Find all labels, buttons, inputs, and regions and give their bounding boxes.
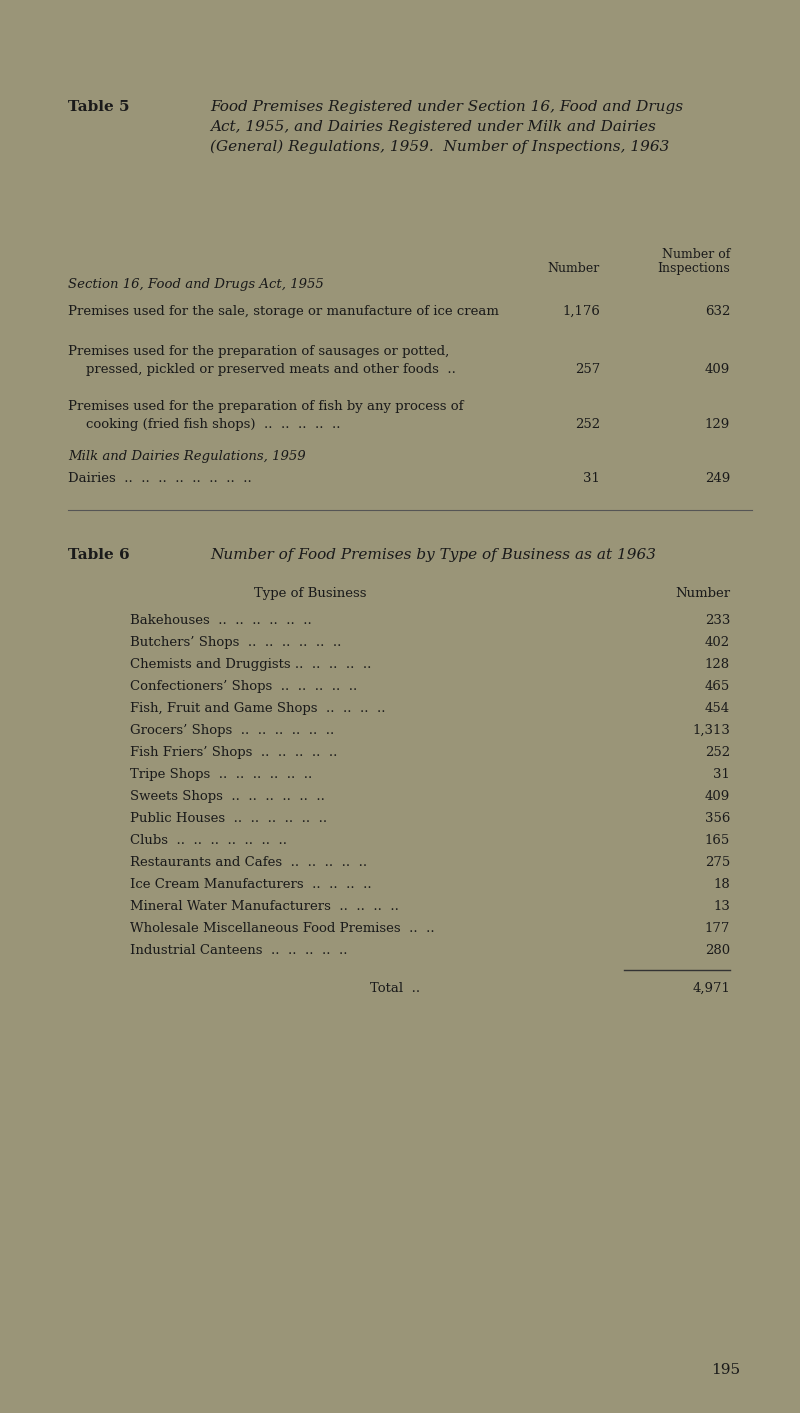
Text: Clubs  ..  ..  ..  ..  ..  ..  ..: Clubs .. .. .. .. .. .. .. bbox=[130, 834, 287, 846]
Text: 129: 129 bbox=[705, 418, 730, 431]
Text: 233: 233 bbox=[705, 615, 730, 627]
Text: 356: 356 bbox=[705, 812, 730, 825]
Text: 252: 252 bbox=[705, 746, 730, 759]
Text: 275: 275 bbox=[705, 856, 730, 869]
Text: 1,176: 1,176 bbox=[562, 305, 600, 318]
Text: 257: 257 bbox=[574, 363, 600, 376]
Text: Wholesale Miscellaneous Food Premises  ..  ..: Wholesale Miscellaneous Food Premises ..… bbox=[130, 923, 434, 935]
Text: Premises used for the preparation of fish by any process of: Premises used for the preparation of fis… bbox=[68, 400, 463, 413]
Text: 128: 128 bbox=[705, 658, 730, 671]
Text: 31: 31 bbox=[583, 472, 600, 485]
Text: Type of Business: Type of Business bbox=[254, 586, 366, 601]
Text: 409: 409 bbox=[705, 363, 730, 376]
Text: Table 5: Table 5 bbox=[68, 100, 130, 114]
Text: Section 16, Food and Drugs Act, 1955: Section 16, Food and Drugs Act, 1955 bbox=[68, 278, 324, 291]
Text: Number of: Number of bbox=[662, 249, 730, 261]
Text: Inspections: Inspections bbox=[658, 261, 730, 276]
Text: Number: Number bbox=[675, 586, 730, 601]
Text: Act, 1955, and Dairies Registered under Milk and Dairies: Act, 1955, and Dairies Registered under … bbox=[210, 120, 656, 134]
Text: Premises used for the sale, storage or manufacture of ice cream: Premises used for the sale, storage or m… bbox=[68, 305, 499, 318]
Text: Butchers’ Shops  ..  ..  ..  ..  ..  ..: Butchers’ Shops .. .. .. .. .. .. bbox=[130, 636, 342, 649]
Text: Restaurants and Cafes  ..  ..  ..  ..  ..: Restaurants and Cafes .. .. .. .. .. bbox=[130, 856, 367, 869]
Text: Tripe Shops  ..  ..  ..  ..  ..  ..: Tripe Shops .. .. .. .. .. .. bbox=[130, 769, 312, 781]
Text: 632: 632 bbox=[705, 305, 730, 318]
Text: 454: 454 bbox=[705, 702, 730, 715]
Text: Dairies  ..  ..  ..  ..  ..  ..  ..  ..: Dairies .. .. .. .. .. .. .. .. bbox=[68, 472, 252, 485]
Text: Fish, Fruit and Game Shops  ..  ..  ..  ..: Fish, Fruit and Game Shops .. .. .. .. bbox=[130, 702, 386, 715]
Text: Sweets Shops  ..  ..  ..  ..  ..  ..: Sweets Shops .. .. .. .. .. .. bbox=[130, 790, 325, 803]
Text: Industrial Canteens  ..  ..  ..  ..  ..: Industrial Canteens .. .. .. .. .. bbox=[130, 944, 347, 957]
Text: 31: 31 bbox=[713, 769, 730, 781]
Text: Table 6: Table 6 bbox=[68, 548, 130, 562]
Text: 409: 409 bbox=[705, 790, 730, 803]
Text: Grocers’ Shops  ..  ..  ..  ..  ..  ..: Grocers’ Shops .. .. .. .. .. .. bbox=[130, 723, 334, 738]
Text: 252: 252 bbox=[575, 418, 600, 431]
Text: Confectioners’ Shops  ..  ..  ..  ..  ..: Confectioners’ Shops .. .. .. .. .. bbox=[130, 680, 358, 692]
Text: Bakehouses  ..  ..  ..  ..  ..  ..: Bakehouses .. .. .. .. .. .. bbox=[130, 615, 312, 627]
Text: Mineral Water Manufacturers  ..  ..  ..  ..: Mineral Water Manufacturers .. .. .. .. bbox=[130, 900, 399, 913]
Text: Public Houses  ..  ..  ..  ..  ..  ..: Public Houses .. .. .. .. .. .. bbox=[130, 812, 327, 825]
Text: Number: Number bbox=[548, 261, 600, 276]
Text: 18: 18 bbox=[714, 877, 730, 892]
Text: cooking (fried fish shops)  ..  ..  ..  ..  ..: cooking (fried fish shops) .. .. .. .. .… bbox=[86, 418, 341, 431]
Text: 465: 465 bbox=[705, 680, 730, 692]
Text: 13: 13 bbox=[713, 900, 730, 913]
Text: 249: 249 bbox=[705, 472, 730, 485]
Text: Fish Friers’ Shops  ..  ..  ..  ..  ..: Fish Friers’ Shops .. .. .. .. .. bbox=[130, 746, 338, 759]
Text: 177: 177 bbox=[705, 923, 730, 935]
Text: Total  ..: Total .. bbox=[370, 982, 420, 995]
Text: Milk and Dairies Regulations, 1959: Milk and Dairies Regulations, 1959 bbox=[68, 449, 306, 463]
Text: pressed, pickled or preserved meats and other foods  ..: pressed, pickled or preserved meats and … bbox=[86, 363, 456, 376]
Text: 280: 280 bbox=[705, 944, 730, 957]
Text: Ice Cream Manufacturers  ..  ..  ..  ..: Ice Cream Manufacturers .. .. .. .. bbox=[130, 877, 372, 892]
Text: 165: 165 bbox=[705, 834, 730, 846]
Text: Number of Food Premises by Type of Business as at 1963: Number of Food Premises by Type of Busin… bbox=[210, 548, 656, 562]
Text: Chemists and Druggists ..  ..  ..  ..  ..: Chemists and Druggists .. .. .. .. .. bbox=[130, 658, 371, 671]
Text: Premises used for the preparation of sausages or potted,: Premises used for the preparation of sau… bbox=[68, 345, 450, 357]
Text: 402: 402 bbox=[705, 636, 730, 649]
Text: 1,313: 1,313 bbox=[692, 723, 730, 738]
Text: Food Premises Registered under Section 16, Food and Drugs: Food Premises Registered under Section 1… bbox=[210, 100, 683, 114]
Text: 4,971: 4,971 bbox=[692, 982, 730, 995]
Text: 195: 195 bbox=[711, 1364, 740, 1378]
Text: (General) Regulations, 1959.  Number of Inspections, 1963: (General) Regulations, 1959. Number of I… bbox=[210, 140, 670, 154]
